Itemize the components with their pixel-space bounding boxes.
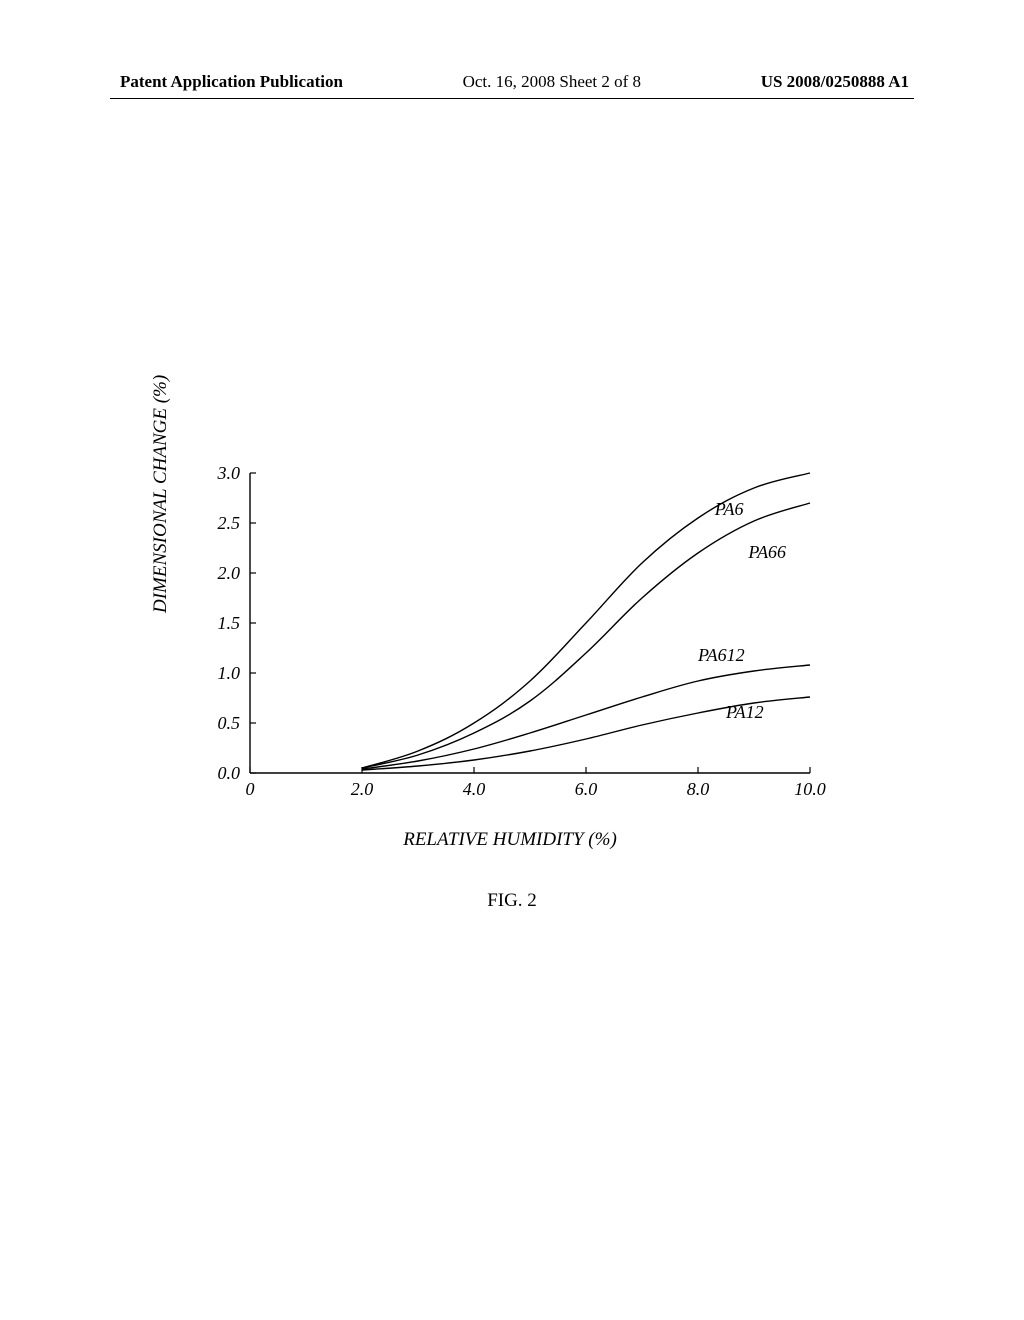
y-tick-label: 2.0	[218, 563, 241, 583]
header-divider	[110, 98, 914, 99]
y-axis-label: DIMENSIONAL CHANGE (%)	[150, 375, 172, 613]
series-pa66	[362, 503, 810, 768]
header-right: US 2008/0250888 A1	[761, 72, 909, 92]
x-tick-label: 6.0	[575, 779, 598, 799]
y-tick-label: 0.5	[218, 713, 241, 733]
header-left: Patent Application Publication	[120, 72, 343, 92]
header-center: Oct. 16, 2008 Sheet 2 of 8	[463, 72, 641, 92]
x-tick-label: 8.0	[687, 779, 710, 799]
series-label-pa6: PA6	[714, 499, 744, 519]
x-tick-label: 0	[246, 779, 255, 799]
chart-svg: 0 2.0 4.0 6.0 8.0 10.0 0.0 0.5 1.0 1.5 2.0 2.5 3.0 PA…	[170, 453, 850, 813]
figure-2: DIMENSIONAL CHANGE (%) 02.04.06.08.010.0…	[170, 453, 850, 853]
series-label-pa612: PA612	[697, 645, 745, 665]
y-tick-label: 1.0	[218, 663, 241, 683]
y-tick-label: 2.5	[218, 513, 241, 533]
x-axis-label: RELATIVE HUMIDITY (%)	[170, 829, 850, 851]
y-tick-label: 3.0	[217, 463, 241, 483]
y-tick-label: 0.0	[218, 763, 241, 783]
page-header: Patent Application Publication Oct. 16, …	[0, 72, 1024, 92]
x-tick-label: 2.0	[351, 779, 374, 799]
figure-caption: FIG. 2	[0, 890, 1024, 912]
y-tick-label: 1.5	[218, 613, 241, 633]
x-tick-label: 4.0	[463, 779, 486, 799]
series-label-pa66: PA66	[747, 542, 786, 562]
series-label-pa12: PA12	[725, 702, 764, 722]
x-tick-label: 10.0	[794, 779, 826, 799]
